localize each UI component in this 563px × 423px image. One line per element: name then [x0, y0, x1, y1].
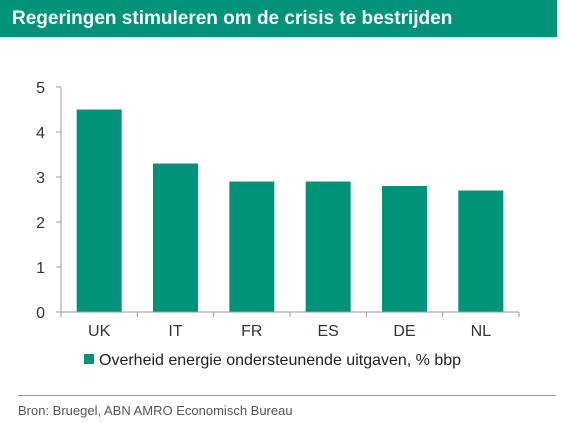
legend-label: Overheid energie ondersteunende uitgaven…	[99, 352, 461, 369]
x-tick-label: NL	[471, 323, 492, 340]
y-tick-label: 0	[36, 305, 45, 322]
chart-title: Regeringen stimuleren om de crisis te be…	[12, 8, 453, 29]
y-axis-ticks: 0 1 2 3 4 5	[36, 80, 61, 322]
y-tick-label: 2	[36, 215, 45, 232]
x-tick-label: FR	[241, 323, 262, 340]
x-tick-label: ES	[317, 323, 338, 340]
source-divider	[18, 395, 556, 396]
legend: Overheid energie ondersteunende uitgaven…	[84, 352, 461, 369]
bars	[76, 109, 504, 312]
bar-es	[305, 181, 351, 312]
source-note: Bron: Bruegel, ABN AMRO Economisch Burea…	[18, 403, 293, 418]
x-tick-label: IT	[168, 323, 182, 340]
y-tick-label: 1	[36, 260, 45, 277]
legend-swatch	[84, 354, 94, 364]
bar-chart: 0 1 2 3 4 5 UK IT FR ES DE NL Overheid energie ond…	[36, 80, 520, 369]
title-bar: Regeringen stimuleren om de crisis te be…	[0, 0, 557, 37]
x-tick-label: DE	[393, 323, 415, 340]
y-tick-label: 3	[36, 170, 45, 187]
bar-uk	[76, 109, 122, 312]
x-tick-label: UK	[88, 323, 111, 340]
bar-nl	[458, 190, 504, 312]
y-tick-label: 4	[36, 125, 45, 142]
x-axis-labels: UK IT FR ES DE NL	[88, 323, 491, 340]
bar-fr	[229, 181, 275, 312]
x-axis-ticks	[60, 312, 520, 317]
y-tick-label: 5	[36, 80, 45, 97]
bar-it	[153, 163, 198, 312]
bar-de	[382, 186, 427, 312]
